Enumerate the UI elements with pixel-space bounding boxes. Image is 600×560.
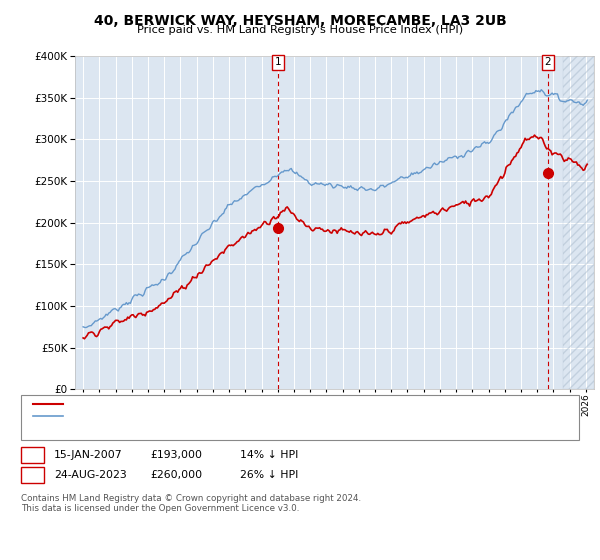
Text: 2: 2 <box>544 57 551 67</box>
Text: 40, BERWICK WAY, HEYSHAM, MORECAMBE, LA3 2UB (detached house): 40, BERWICK WAY, HEYSHAM, MORECAMBE, LA3… <box>69 399 425 409</box>
Text: 24-AUG-2023: 24-AUG-2023 <box>54 470 127 480</box>
Text: Price paid vs. HM Land Registry's House Price Index (HPI): Price paid vs. HM Land Registry's House … <box>137 25 463 35</box>
Text: 14% ↓ HPI: 14% ↓ HPI <box>240 450 298 460</box>
Text: 15-JAN-2007: 15-JAN-2007 <box>54 450 122 460</box>
Text: 26% ↓ HPI: 26% ↓ HPI <box>240 470 298 480</box>
Text: £193,000: £193,000 <box>150 450 202 460</box>
Text: HPI: Average price, detached house, Lancaster: HPI: Average price, detached house, Lanc… <box>69 410 302 421</box>
Text: 1: 1 <box>275 57 281 67</box>
Text: 1: 1 <box>29 450 36 460</box>
Text: 40, BERWICK WAY, HEYSHAM, MORECAMBE, LA3 2UB: 40, BERWICK WAY, HEYSHAM, MORECAMBE, LA3… <box>94 14 506 28</box>
Text: 2: 2 <box>29 470 36 480</box>
Text: Contains HM Land Registry data © Crown copyright and database right 2024.
This d: Contains HM Land Registry data © Crown c… <box>21 494 361 514</box>
Text: £260,000: £260,000 <box>150 470 202 480</box>
